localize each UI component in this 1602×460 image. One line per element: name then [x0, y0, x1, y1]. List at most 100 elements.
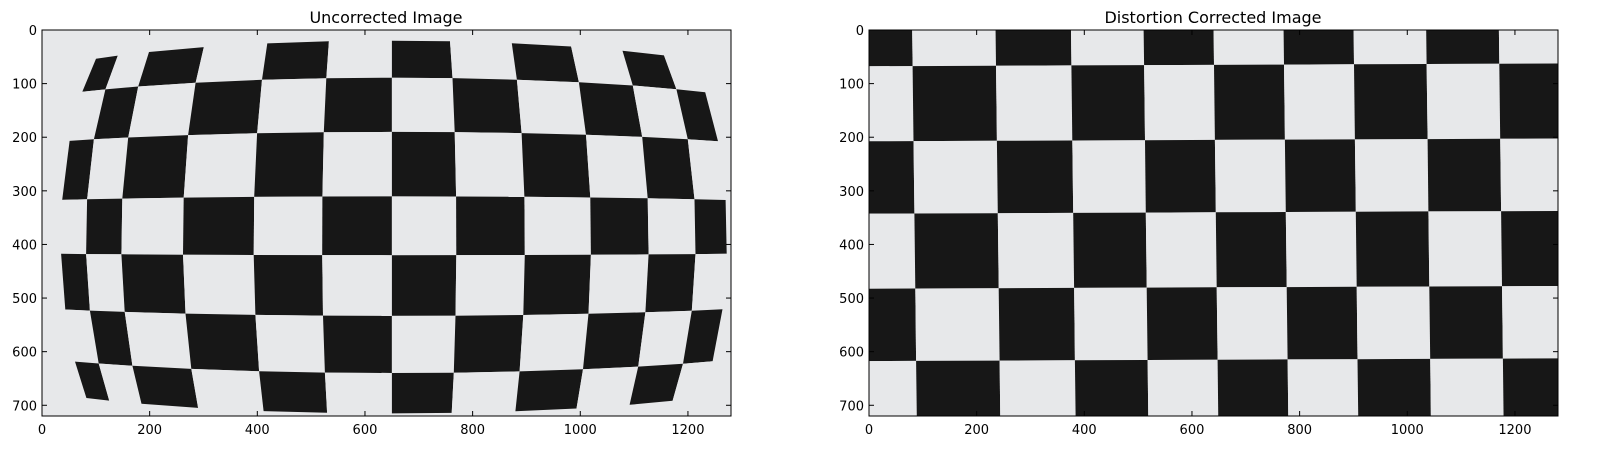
checker-square-black	[1145, 140, 1216, 213]
checker-square-black	[1073, 213, 1147, 288]
checker-square-white	[1217, 287, 1288, 360]
y-tick-label: 0	[29, 24, 37, 39]
y-tick-label: 400	[839, 238, 864, 253]
checker-square-white	[61, 199, 87, 254]
checker-square-black	[523, 255, 591, 315]
checker-square-white	[998, 213, 1074, 288]
checker-square-white	[1286, 212, 1357, 287]
y-tick-label: 200	[839, 131, 864, 146]
checker-square-black	[254, 132, 324, 197]
checker-square-white	[577, 367, 639, 409]
checker-square-white	[87, 138, 128, 200]
x-tick-label: 1200	[671, 423, 704, 438]
checker-square-black	[834, 0, 913, 66]
y-tick-label: 700	[839, 399, 864, 414]
checker-square-white	[392, 196, 456, 255]
checker-square-black	[1216, 212, 1287, 287]
checker-square-black	[61, 254, 90, 311]
checker-square-white	[517, 80, 586, 135]
checker-square-black	[86, 199, 122, 255]
checker-square-white	[392, 316, 456, 373]
checker-square-black	[1566, 0, 1602, 64]
checker-square-white	[255, 315, 325, 373]
checker-square-white	[322, 255, 392, 316]
checker-square-black	[642, 137, 694, 199]
checker-square-white	[648, 198, 696, 254]
checker-square-white	[1570, 358, 1602, 436]
checker-square-white	[520, 314, 589, 372]
checker-square-black	[121, 254, 185, 313]
checker-square-white	[912, 0, 996, 66]
checker-square-white	[996, 65, 1072, 140]
checker-square-white	[1215, 140, 1286, 213]
checker-square-white	[1502, 286, 1570, 359]
x-tick-label: 200	[137, 423, 162, 438]
checker-square-black	[1147, 287, 1218, 360]
checker-square-white	[638, 311, 692, 367]
checker-square-white	[326, 41, 392, 78]
y-tick-label: 500	[12, 292, 37, 307]
checker-square-black	[1569, 286, 1602, 359]
x-tick-label: 800	[1287, 423, 1312, 438]
x-tick-label: 400	[1072, 423, 1097, 438]
checker-square-black	[645, 254, 695, 312]
checker-square-black	[324, 78, 392, 133]
checker-square-black	[1499, 64, 1567, 139]
checker-square-white	[456, 255, 525, 316]
checker-square-white	[455, 132, 525, 197]
y-tick-label: 200	[12, 131, 37, 146]
checker-square-white	[1427, 64, 1501, 139]
x-tick-label: 0	[865, 423, 873, 438]
x-tick-label: 400	[245, 423, 270, 438]
checker-square-black	[183, 197, 254, 255]
x-tick-label: 0	[38, 423, 46, 438]
checker-square-white	[196, 43, 268, 82]
checker-square-black	[262, 41, 329, 80]
checker-square-white	[184, 133, 257, 197]
checker-square-white	[524, 197, 591, 255]
checker-square-white	[121, 198, 183, 255]
checker-square-black	[454, 315, 524, 373]
checker-square-white	[1072, 140, 1146, 213]
checker-square-white	[1357, 287, 1431, 360]
checker-square-white	[589, 254, 649, 313]
y-tick-label: 500	[839, 292, 864, 307]
checker-square-black	[583, 312, 645, 369]
y-tick-label: 400	[12, 238, 37, 253]
x-tick-label: 200	[964, 423, 989, 438]
checker-square-black	[695, 199, 727, 254]
checker-square-black	[1287, 287, 1358, 360]
checker-square-black	[392, 373, 454, 414]
checker-square-black	[456, 197, 525, 256]
checker-square-black	[254, 255, 323, 316]
checker-square-white	[322, 132, 392, 197]
checker-square-black	[999, 288, 1075, 361]
checker-square-black	[392, 41, 453, 78]
checker-square-white	[392, 78, 455, 132]
checker-square-black	[1428, 139, 1502, 212]
checker-square-white	[325, 373, 392, 414]
checker-square-white	[128, 83, 195, 138]
checker-square-black	[835, 141, 914, 214]
checker-square-white	[125, 312, 192, 369]
checker-square-white	[257, 78, 326, 133]
checker-square-black	[512, 43, 579, 82]
x-tick-label: 600	[353, 423, 378, 438]
y-tick-label: 100	[12, 78, 37, 93]
checker-square-white	[450, 41, 517, 79]
corrected-checkerboard-image	[834, 0, 1602, 439]
checker-square-white	[692, 254, 727, 311]
y-tick-label: 300	[839, 185, 864, 200]
y-tick-label: 300	[12, 185, 37, 200]
checker-square-black	[1285, 139, 1356, 212]
checker-square-black	[323, 316, 392, 373]
x-tick-label: 800	[460, 423, 485, 438]
checker-square-white	[1146, 212, 1217, 287]
checker-square-white	[915, 288, 999, 361]
checker-square-white	[1000, 360, 1076, 438]
y-tick-label: 700	[12, 399, 37, 414]
checker-square-white	[1074, 288, 1148, 361]
